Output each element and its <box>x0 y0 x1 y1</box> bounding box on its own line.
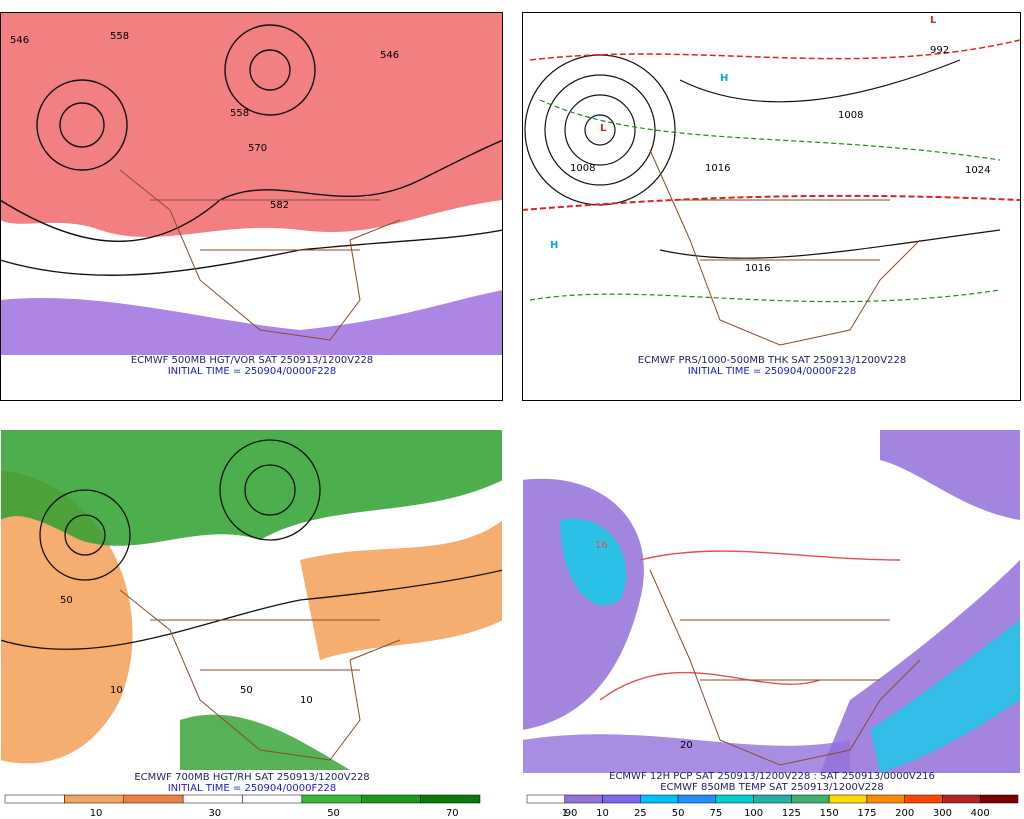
map-label: 10 <box>110 685 123 696</box>
colorbar-swatch <box>640 794 679 804</box>
colorbar-label: 150 <box>820 808 839 819</box>
colorbar-swatch <box>791 794 830 804</box>
map-label: 20 <box>680 740 693 751</box>
colorbar-label: 175 <box>857 808 876 819</box>
map-label: 570 <box>248 143 267 154</box>
map-label: 50 <box>240 685 253 696</box>
colorbar-label: 100 <box>744 808 763 819</box>
colorbar-swatch <box>301 794 362 804</box>
caption: INITIAL TIME = 250904/0000F228 <box>168 783 337 794</box>
colorbar-swatch <box>4 794 65 804</box>
colorbar-label: 50 <box>672 808 685 819</box>
map <box>523 13 1020 355</box>
colorbar-swatch <box>904 794 943 804</box>
caption: ECMWF 700MB HGT/RH SAT 250913/1200V228 <box>134 772 369 783</box>
colorbar-swatch <box>64 794 124 804</box>
map <box>1 430 502 773</box>
colorbar-label: 30 <box>208 808 221 819</box>
map-label: H <box>550 240 558 251</box>
colorbar-label: 10 <box>596 808 609 819</box>
map-label: H <box>720 73 728 84</box>
map-label: 1008 <box>570 163 595 174</box>
map-label: 50 <box>60 595 73 606</box>
colorbar-swatch <box>123 794 184 804</box>
colorbar-swatch <box>828 794 868 804</box>
panel-frame <box>0 12 503 401</box>
colorbar-label: 200 <box>895 808 914 819</box>
map-label: 992 <box>930 45 949 56</box>
caption: ECMWF 850MB TEMP SAT 250913/1200V228 <box>660 782 884 793</box>
colorbar-swatch <box>602 794 641 804</box>
colorbar-label: 125 <box>782 808 801 819</box>
colorbar-swatch <box>677 794 717 804</box>
colorbar-swatch <box>979 794 1019 804</box>
colorbar-label: 70 <box>446 808 459 819</box>
colorbar-swatch <box>420 794 481 804</box>
colorbar-swatch <box>564 794 603 804</box>
map-label: 1016 <box>705 163 730 174</box>
colorbar-label: 1 <box>562 808 568 819</box>
colorbar-label: 300 <box>933 808 952 819</box>
map <box>523 430 1020 773</box>
caption: INITIAL TIME = 250904/0000F228 <box>168 366 337 377</box>
colorbar-label: 10 <box>90 808 103 819</box>
colorbar-label: 50 <box>327 808 340 819</box>
colorbar-label: 25 <box>634 808 647 819</box>
colorbar-swatch <box>942 794 981 804</box>
map-label: L <box>600 123 607 134</box>
map-label: 546 <box>380 50 399 61</box>
colorbar-label: 75 <box>709 808 722 819</box>
colorbar-swatch <box>182 794 243 804</box>
colorbar-swatch <box>715 794 754 804</box>
colorbar-label: 90 <box>565 808 578 819</box>
colorbar-swatch <box>753 794 792 804</box>
colorbar-swatch <box>242 794 303 804</box>
colorbar-swatch <box>866 794 905 804</box>
map-label: 16 <box>595 540 608 551</box>
map-label: 1024 <box>965 165 990 176</box>
map-label: 582 <box>270 200 289 211</box>
colorbar-label: 400 <box>971 808 990 819</box>
caption: ECMWF 12H PCP SAT 250913/1200V228 : SAT … <box>609 771 935 782</box>
caption: ECMWF 500MB HGT/VOR SAT 250913/1200V228 <box>131 355 373 366</box>
caption: ECMWF PRS/1000-500MB THK SAT 250913/1200… <box>638 355 906 366</box>
map-label: 1008 <box>838 110 863 121</box>
colorbar-swatch <box>361 794 421 804</box>
colorbar-swatch <box>526 794 566 804</box>
caption: INITIAL TIME = 250904/0000F228 <box>688 366 857 377</box>
map-label: L <box>930 15 937 26</box>
map <box>1 13 502 355</box>
map-label: 558 <box>110 31 129 42</box>
panel-frame <box>522 12 1021 401</box>
map-label: 546 <box>10 35 29 46</box>
map-label: 558 <box>230 108 249 119</box>
map-label: 1016 <box>745 263 770 274</box>
map-label: 10 <box>300 695 313 706</box>
